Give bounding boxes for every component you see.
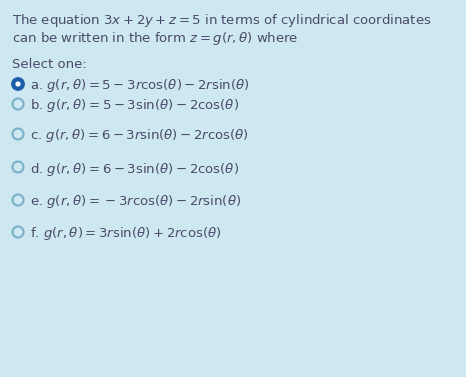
Text: can be written in the form $z = g(r, \theta)$ where: can be written in the form $z = g(r, \th… xyxy=(12,30,298,47)
Circle shape xyxy=(13,98,23,109)
Text: f. $g(r, \theta) = 3r\sin(\theta) + 2r\cos(\theta)$: f. $g(r, \theta) = 3r\sin(\theta) + 2r\c… xyxy=(30,225,221,242)
Circle shape xyxy=(13,129,23,139)
Text: e. $g(r, \theta) = -3r\cos(\theta) - 2r\sin(\theta)$: e. $g(r, \theta) = -3r\cos(\theta) - 2r\… xyxy=(30,193,241,210)
Circle shape xyxy=(16,82,20,86)
Text: The equation $3x + 2y + z = 5$ in terms of cylindrical coordinates: The equation $3x + 2y + z = 5$ in terms … xyxy=(12,12,432,29)
Circle shape xyxy=(13,78,23,89)
Text: Select one:: Select one: xyxy=(12,58,87,71)
Circle shape xyxy=(13,227,23,238)
Text: d. $g(r, \theta) = 6 - 3\sin(\theta) - 2\cos(\theta)$: d. $g(r, \theta) = 6 - 3\sin(\theta) - 2… xyxy=(30,161,239,178)
Text: a. $g(r, \theta) = 5 - 3r\cos(\theta) - 2r\sin(\theta)$: a. $g(r, \theta) = 5 - 3r\cos(\theta) - … xyxy=(30,78,250,95)
Text: b. $g(r, \theta) = 5 - 3\sin(\theta) - 2\cos(\theta)$: b. $g(r, \theta) = 5 - 3\sin(\theta) - 2… xyxy=(30,98,239,115)
Circle shape xyxy=(13,195,23,205)
Text: c. $g(r, \theta) = 6 - 3r\sin(\theta) - 2r\cos(\theta)$: c. $g(r, \theta) = 6 - 3r\sin(\theta) - … xyxy=(30,127,249,144)
Circle shape xyxy=(13,161,23,173)
